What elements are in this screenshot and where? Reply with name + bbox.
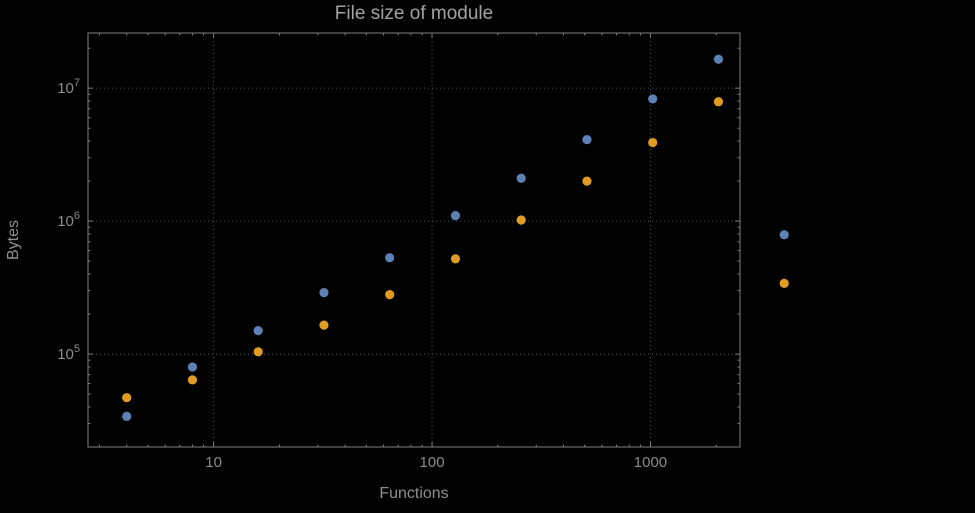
data-point-series-1 [187,362,198,372]
data-point-series-2 [253,347,263,357]
data-point-series-1 [516,173,526,183]
x-tick-label: 1000 [634,454,667,471]
data-point-series-2 [713,97,724,107]
data-point-series-1 [582,135,592,145]
y-tick-label: 105 [57,343,80,363]
data-point-series-2 [779,278,789,289]
chart-title: File size of module [334,3,494,24]
data-point-series-2 [319,320,329,330]
data-point-series-1 [713,54,724,64]
data-point-series-2 [385,290,395,300]
data-point-series-1 [253,326,263,336]
data-point-series-1 [319,287,329,298]
data-point-series-1 [122,411,132,421]
data-point-series-2 [187,375,198,385]
x-axis-label: Functions [379,485,449,502]
y-tick-label: 106 [57,210,80,230]
plot-frame [87,32,741,448]
data-point-series-1 [648,94,658,104]
data-point-series-2 [516,215,526,225]
data-point-series-2 [582,176,592,186]
data-point-series-2 [122,393,132,403]
data-point-series-1 [450,211,461,221]
y-axis-label: Bytes [5,220,22,261]
data-point-series-1 [779,230,789,240]
y-tick-label: 107 [57,77,80,97]
data-point-series-2 [648,137,658,148]
x-tick-label: 100 [420,454,445,471]
x-tick-label: 10 [205,454,222,471]
data-point-series-2 [450,254,461,264]
data-point-series-1 [385,253,395,263]
